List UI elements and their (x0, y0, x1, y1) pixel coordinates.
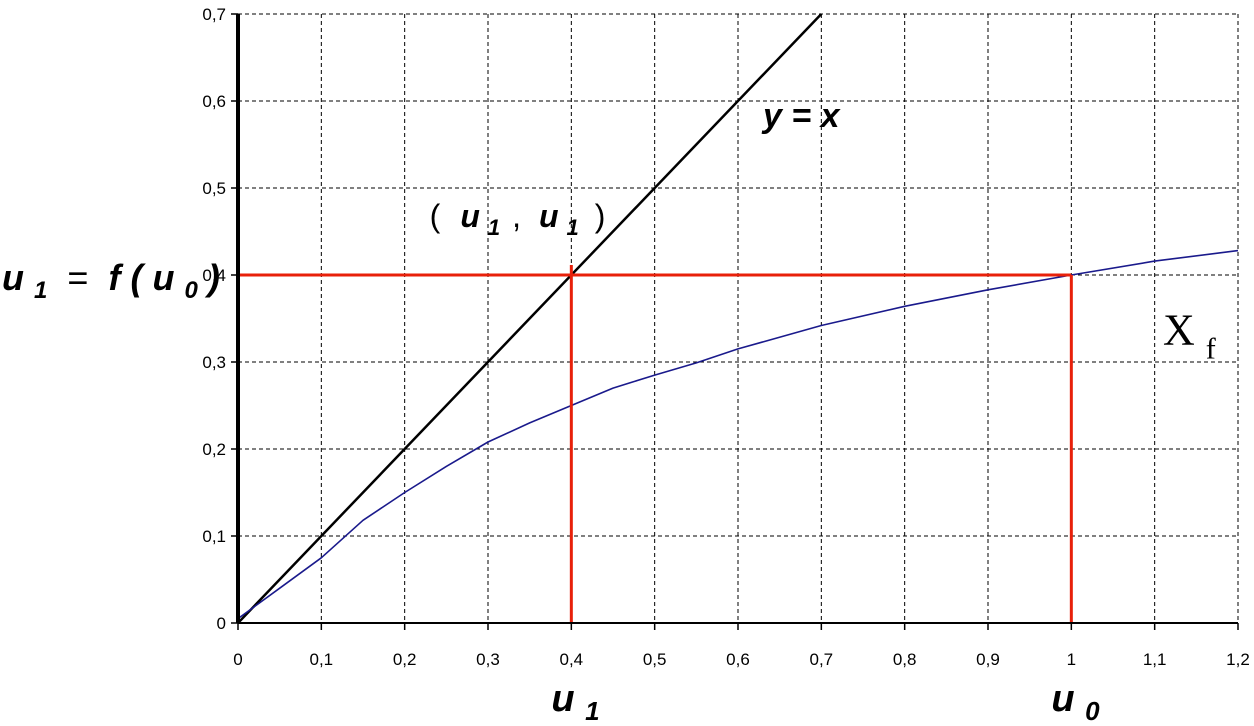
series-line-1 (237, 13, 823, 624)
curve-label-sub: f (1206, 333, 1216, 366)
x-tick-label: 0,9 (976, 650, 1000, 669)
x-tick-label: 0,3 (476, 650, 500, 669)
point-sub-a: 1 (488, 215, 500, 240)
series-line-2 (237, 249, 1239, 620)
y-label-f: f (108, 257, 123, 298)
guide-lines (238, 265, 1073, 623)
x-label-u0-sub: 0 (1085, 696, 1100, 726)
x-label-u0-u: u (1051, 678, 1074, 720)
y-tick-labels: 0 0,1 0,2 0,3 0,4 0,5 0,6 0,7 (202, 5, 226, 633)
x-tick-label: 0,6 (726, 650, 750, 669)
x-axis-label-u1: u 1 (551, 678, 599, 726)
y-tick-label: 0,2 (202, 440, 226, 459)
x-tick-labels: 0 0,1 0,2 0,3 0,4 0,5 0,6 0,7 0,8 0,9 1 1,1 1,2 (233, 650, 1250, 669)
y-label-u0: u (152, 257, 174, 298)
y-label-sub1: 1 (34, 277, 47, 304)
y-tick-label: 0,3 (202, 353, 226, 372)
x-tick-label: 0 (233, 650, 242, 669)
x-tick-label: 0,2 (393, 650, 417, 669)
y-tick-label: 0,7 (202, 5, 226, 24)
point-close-paren: ) (595, 198, 606, 234)
y-axis-label: u 1 = f ( u 0 ) (2, 257, 220, 306)
y-label-sub0: 0 (184, 277, 198, 304)
axes (231, 13, 1239, 630)
x-tick-label: 1 (1067, 650, 1076, 669)
identity-line-label-text: y = x (761, 97, 842, 135)
point-comma: , (512, 198, 521, 234)
y-label-open: ( (130, 257, 146, 298)
y-tick-label: 0,6 (202, 92, 226, 111)
y-tick-label: 0,5 (202, 179, 226, 198)
point-sub-b: 1 (567, 215, 579, 240)
curve-label: X f (1163, 306, 1216, 366)
y-tick-label: 0,4 (202, 266, 226, 285)
y-tick-label: 0 (217, 614, 226, 633)
y-label-close: ) (204, 257, 220, 298)
x-tick-label: 1,1 (1143, 650, 1167, 669)
intersection-point-label: ( u 1 , u 1 ) (430, 198, 606, 242)
x-tick-label: 0,5 (643, 650, 667, 669)
x-tick-label: 1,2 (1226, 650, 1250, 669)
series-layer (237, 13, 1239, 624)
x-label-u1-u: u (551, 678, 574, 720)
curve-label-main: X (1163, 306, 1195, 355)
x-tick-label: 0,7 (810, 650, 834, 669)
x-tick-label: 0,4 (560, 650, 584, 669)
point-u1b: u (539, 198, 559, 234)
y-label-u: u (2, 257, 24, 298)
y-tick-label: 0,1 (202, 527, 226, 546)
identity-line-label: y = x (761, 97, 842, 135)
x-tick-label: 0,8 (893, 650, 917, 669)
x-tick-label: 0,1 (310, 650, 334, 669)
x-label-u1-sub: 1 (585, 696, 599, 726)
point-open-paren: ( (430, 198, 441, 234)
y-label-eq: = (57, 257, 98, 298)
x-axis-label-u0: u 0 (1051, 678, 1100, 726)
point-u1a: u (460, 198, 480, 234)
